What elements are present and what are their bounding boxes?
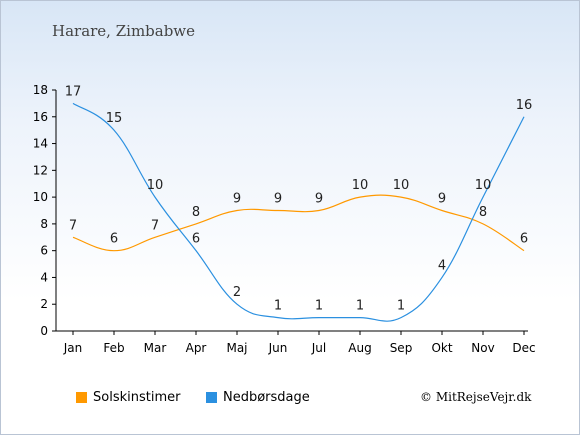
data-label-sunshine: 7 (151, 218, 159, 233)
data-label-sunshine: 8 (479, 205, 487, 220)
x-tick-label: Dec (512, 341, 535, 355)
x-tick-label: Maj (226, 341, 247, 355)
data-label-sunshine: 9 (233, 192, 241, 207)
legend-swatch-rain-days (206, 392, 217, 403)
y-tick-label: 8 (40, 217, 48, 231)
data-label-sunshine: 9 (315, 192, 323, 207)
data-label-sunshine: 9 (438, 192, 446, 207)
data-label-rain-days: 1 (356, 299, 364, 314)
data-label-sunshine: 10 (393, 178, 410, 193)
chart-data-labels: 7 6 7 8 9 9 9 10 10 9 8 6 17 15 10 6 2 1 1 1 1 4 10 16 (65, 84, 533, 313)
y-tick-label: 16 (33, 110, 48, 124)
data-label-rain-days: 2 (233, 285, 241, 300)
y-tick-label: 12 (33, 163, 48, 177)
legend-swatch-sunshine (76, 392, 87, 403)
y-tick-label: 18 (33, 83, 48, 97)
y-tick-label: 2 (40, 297, 48, 311)
data-label-rain-days: 15 (106, 111, 123, 126)
data-label-rain-days: 1 (274, 299, 282, 314)
series-line-rain-days (72, 102, 525, 322)
data-label-sunshine: 6 (520, 232, 528, 247)
y-tick-label: 6 (40, 244, 48, 258)
x-tick-label: Apr (186, 341, 207, 355)
data-label-rain-days: 17 (65, 84, 82, 99)
series-line-sunshine (72, 194, 525, 252)
data-label-sunshine: 9 (274, 192, 282, 207)
data-label-rain-days: 1 (315, 299, 323, 314)
data-label-rain-days: 10 (475, 178, 492, 193)
legend-item-sunshine: Solskinstimer (76, 390, 180, 405)
data-label-rain-days: 1 (397, 299, 405, 314)
x-tick-label: Okt (431, 341, 452, 355)
y-tick-label: 4 (40, 270, 48, 284)
x-tick-label: Jun (268, 341, 288, 355)
x-tick-label: Jan (63, 341, 83, 355)
data-label-rain-days: 6 (192, 232, 200, 247)
y-tick-label: 14 (33, 137, 48, 151)
y-tick-label: 0 (40, 324, 48, 338)
x-tick-label: Mar (144, 341, 167, 355)
chart-title: Harare, Zimbabwe (52, 22, 196, 40)
x-tick-label: Sep (390, 341, 413, 355)
x-tick-label: Aug (348, 341, 371, 355)
chart-series-lines (72, 102, 525, 322)
legend-item-rain-days: Nedbørsdage (206, 390, 310, 405)
data-label-sunshine: 7 (69, 218, 77, 233)
y-tick-label: 10 (33, 190, 48, 204)
data-label-sunshine: 10 (352, 178, 369, 193)
x-tick-label: Jul (311, 341, 326, 355)
data-label-sunshine: 8 (192, 205, 200, 220)
data-label-rain-days: 4 (438, 258, 446, 273)
data-label-rain-days: 10 (147, 178, 164, 193)
x-tick-label: Feb (103, 341, 124, 355)
data-label-rain-days: 16 (516, 98, 533, 113)
x-tick-label: Nov (471, 341, 494, 355)
legend-label-rain-days: Nedbørsdage (223, 390, 310, 405)
copyright-text: © MitRejseVejr.dk (420, 390, 532, 404)
legend-label-sunshine: Solskinstimer (93, 390, 181, 405)
data-label-sunshine: 6 (110, 232, 118, 247)
